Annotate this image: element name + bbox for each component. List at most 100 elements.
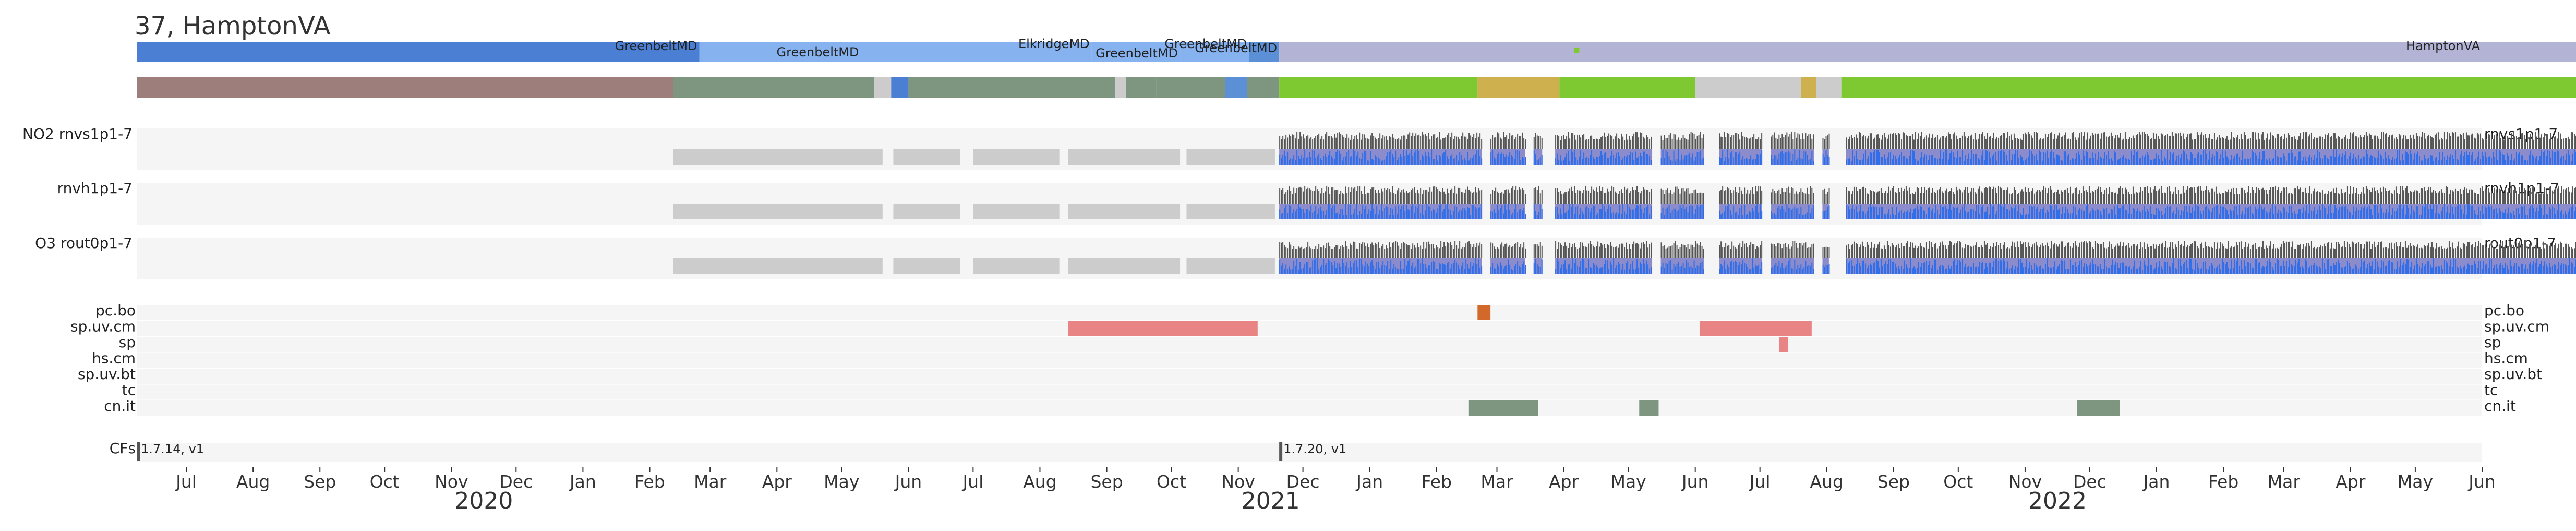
- series-bar: [1857, 258, 1858, 274]
- series-bar: [1660, 266, 1662, 274]
- series-bar: [1608, 191, 1610, 204]
- series-bar: [2032, 244, 2033, 258]
- series-bar: [2323, 139, 2325, 149]
- series-bar: [1401, 190, 1403, 204]
- series-bar: [1885, 261, 1886, 274]
- series-bar: [2559, 158, 2561, 165]
- series-bar: [1339, 194, 1340, 204]
- series-bar: [1583, 214, 1585, 219]
- series-bar: [2350, 186, 2351, 204]
- series-bar: [1406, 205, 1407, 219]
- series-bar: [1771, 155, 1772, 165]
- series-bar: [1940, 149, 1941, 165]
- series-bar: [1281, 139, 1282, 149]
- series-bar: [2356, 207, 2357, 219]
- series-bar: [1293, 155, 1295, 165]
- series-bar: [1437, 160, 1439, 165]
- series-bar: [2005, 248, 2007, 258]
- series-bar: [1508, 246, 1509, 258]
- series-bar: [1640, 248, 1641, 258]
- series-bar: [2220, 269, 2221, 274]
- series-bar: [1904, 156, 1905, 165]
- series-bar: [1406, 139, 1407, 149]
- series-bar: [1954, 157, 1955, 165]
- series-bar: [1678, 262, 1679, 274]
- series-bar: [1309, 211, 1310, 219]
- series-bar: [2245, 158, 2246, 165]
- series-bar: [1533, 244, 1535, 258]
- series-bar: [1495, 249, 1497, 258]
- series-bar: [1572, 133, 1574, 149]
- series-bar: [1289, 134, 1290, 149]
- series-bar: [2339, 263, 2340, 274]
- series-bar: [1811, 138, 1813, 149]
- series-bar: [2033, 263, 2035, 274]
- series-bar: [2328, 159, 2329, 165]
- low-quality-band: [1186, 258, 1275, 274]
- series-bar: [1520, 136, 1522, 149]
- series-bar: [2035, 132, 2037, 149]
- series-bar: [1525, 194, 1526, 204]
- series-bar: [1775, 138, 1777, 149]
- series-bar: [1643, 259, 1644, 274]
- series-bar: [2096, 188, 2098, 204]
- series-bar: [2331, 242, 2332, 258]
- series-bar: [2326, 214, 2328, 219]
- series-bar: [2376, 136, 2378, 149]
- series-bar: [1741, 132, 1742, 149]
- series-bar: [2145, 187, 2146, 204]
- series-bar: [1629, 207, 1630, 219]
- series-bar: [2192, 207, 2193, 219]
- series-bar: [1462, 262, 1464, 274]
- series-bar: [2293, 266, 2295, 274]
- series-bar: [1475, 258, 1476, 274]
- series-bar: [2473, 192, 2475, 204]
- series-bar: [1354, 187, 1356, 204]
- series-bar: [1437, 137, 1439, 149]
- series-bar: [1386, 265, 1387, 274]
- series-bar: [1788, 186, 1789, 204]
- series-bar: [1703, 249, 1704, 258]
- series-bar: [1359, 158, 1361, 165]
- series-bar: [2054, 243, 2055, 258]
- series-bar: [1498, 210, 1500, 219]
- series-bar: [1882, 193, 1883, 204]
- series-bar: [1692, 206, 1693, 219]
- series-bar: [1781, 263, 1783, 274]
- series-bar: [1468, 268, 1470, 274]
- series-bar: [1924, 187, 1925, 204]
- series-bar: [1536, 135, 1538, 149]
- series-bar: [1479, 207, 1481, 219]
- series-bar: [1602, 155, 1604, 165]
- series-bar: [2085, 190, 2087, 204]
- series-bar: [2209, 247, 2210, 258]
- series-bar: [2533, 139, 2534, 149]
- series-bar: [1335, 268, 1337, 274]
- series-bar: [2179, 259, 2181, 274]
- series-bar: [2559, 193, 2561, 204]
- series-bar: [2545, 134, 2547, 149]
- series-bar: [1404, 135, 1406, 149]
- series-bar: [1392, 209, 1393, 219]
- series-bar: [1772, 159, 1774, 165]
- series-bar: [1722, 186, 1724, 204]
- series-bar: [1910, 242, 1911, 258]
- series-bar: [1744, 243, 1746, 258]
- series-bar: [1946, 208, 1947, 219]
- series-bar: [2080, 209, 2082, 219]
- series-bar: [1439, 191, 1440, 204]
- series-bar: [1404, 192, 1406, 204]
- series-bar: [1863, 211, 1864, 219]
- series-bar: [1974, 267, 1976, 274]
- series-bar: [1626, 189, 1627, 204]
- series-bar: [1864, 188, 1866, 204]
- series-bar: [1345, 138, 1346, 149]
- series-bar: [2149, 139, 2151, 149]
- series-bar: [1935, 243, 1936, 258]
- series-bar: [2506, 136, 2508, 149]
- series-bar: [1364, 186, 1365, 204]
- series-bar: [1827, 247, 1828, 258]
- series-bar: [1519, 136, 1520, 149]
- series-bar: [1334, 134, 1335, 149]
- series-bar: [2132, 208, 2134, 219]
